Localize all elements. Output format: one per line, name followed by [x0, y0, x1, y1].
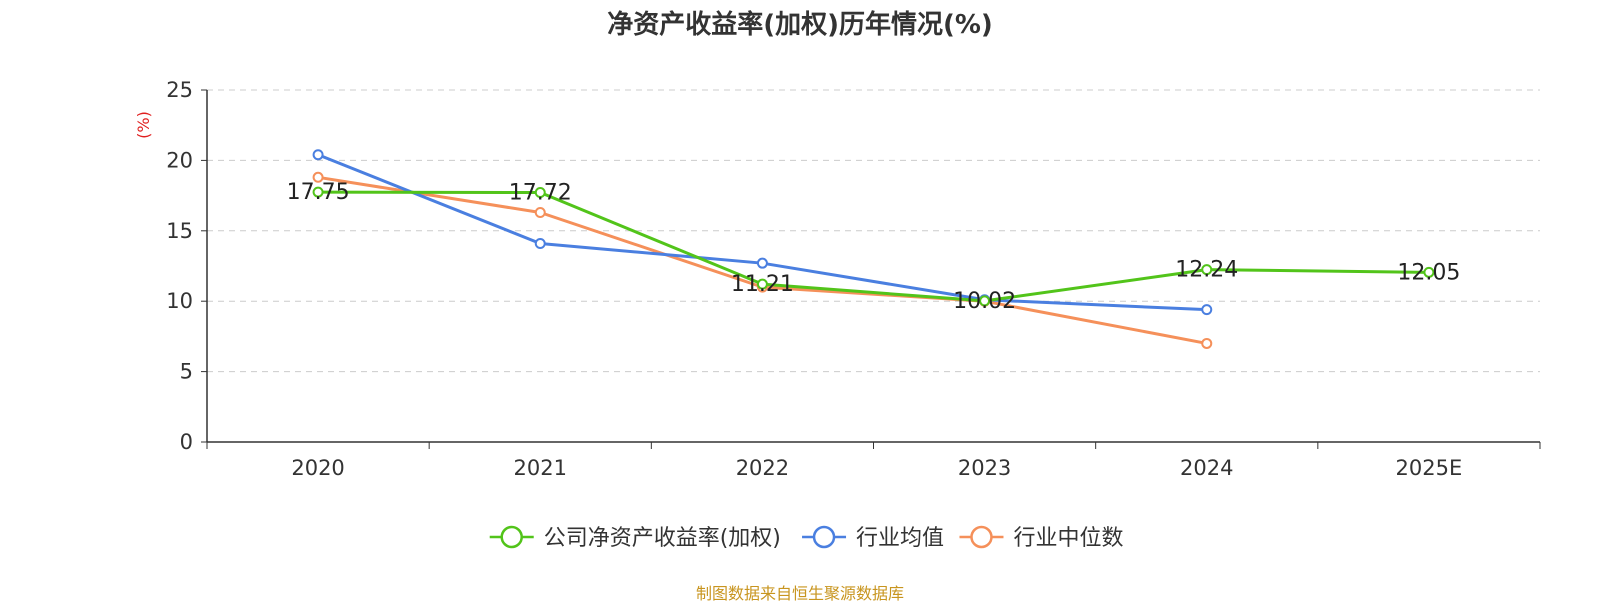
x-tick-label: 2025E [1396, 456, 1463, 480]
y-tick-label: 0 [180, 430, 193, 454]
legend-item[interactable]: 行业中位数 [959, 525, 1123, 551]
y-tick-label: 15 [166, 219, 193, 243]
data-point[interactable] [312, 149, 324, 161]
y-tick-label: 10 [166, 289, 193, 313]
series-line [318, 190, 1429, 303]
y-tick-label: 25 [166, 78, 193, 102]
y-tick-label: 20 [166, 148, 193, 172]
x-tick-label: 2021 [514, 456, 567, 480]
y-tick-label: 5 [180, 360, 193, 384]
data-point[interactable] [1201, 337, 1213, 349]
chart-title: 净资产收益率(加权)历年情况(%) [607, 10, 993, 40]
legend-label: 行业中位数 [1013, 526, 1123, 551]
data-label: 12.24 [1175, 258, 1238, 283]
data-label: 17.72 [509, 181, 572, 206]
data-point[interactable] [312, 171, 324, 183]
data-point[interactable] [534, 237, 546, 249]
data-point[interactable] [1201, 264, 1213, 276]
data-point[interactable] [1201, 304, 1213, 316]
legend-label: 公司净资产收益率(加权) [544, 526, 781, 551]
legend-circle-icon [500, 525, 523, 549]
data-point[interactable] [534, 206, 546, 218]
legend-circle-icon [970, 525, 993, 549]
data-label: 11.21 [731, 272, 794, 297]
data-label: 12.05 [1397, 260, 1460, 285]
data-point[interactable] [1423, 266, 1435, 278]
x-tick-label: 2022 [736, 456, 789, 480]
data-label: 10.02 [953, 289, 1016, 314]
y-axis-title: (%) [134, 111, 153, 139]
data-point[interactable] [979, 295, 991, 307]
data-point[interactable] [312, 186, 324, 198]
source-note: 制图数据来自恒生聚源数据库 [695, 584, 904, 603]
data-point[interactable] [534, 187, 546, 199]
legend-item[interactable]: 公司净资产收益率(加权) [489, 525, 781, 551]
data-label: 17.75 [287, 180, 350, 205]
legend-item[interactable]: 行业均值 [802, 525, 944, 551]
data-point[interactable] [756, 278, 768, 290]
legend-circle-icon [812, 525, 836, 549]
legend-label: 行业均值 [856, 526, 944, 551]
x-tick-label: 2024 [1180, 456, 1233, 480]
x-tick-label: 2020 [291, 456, 344, 480]
data-point[interactable] [756, 257, 768, 269]
x-tick-label: 2023 [958, 456, 1011, 480]
